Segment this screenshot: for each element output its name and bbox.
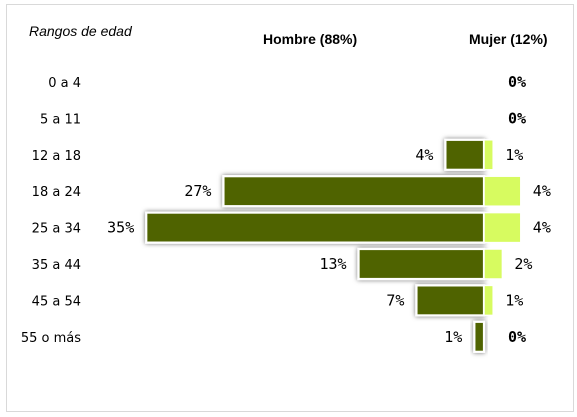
label-hombre-4: 35% [107, 219, 134, 237]
label-hombre-5: 13% [319, 255, 346, 273]
bar-mujer-4 [483, 211, 522, 244]
label-mujer-3: 4% [533, 182, 551, 200]
label-mujer-6: 1% [505, 291, 523, 309]
bar-mujer-3 [483, 175, 522, 207]
chart-frame: Rangos de edad Hombre (88%) Mujer (12%) … [6, 4, 574, 412]
category-label-7: 55 o más [21, 331, 81, 346]
label-mujer-1: 0% [508, 109, 526, 127]
label-mujer-7: 0% [508, 328, 526, 346]
label-hombre-2: 4% [415, 146, 433, 164]
category-label-6: 45 a 54 [32, 294, 81, 309]
bar-hombre-2 [444, 138, 486, 171]
bar-hombre-5 [357, 247, 486, 281]
label-mujer-5: 2% [514, 255, 532, 273]
category-label-2: 12 a 18 [32, 149, 81, 164]
label-hombre-3: 27% [184, 182, 211, 200]
label-hombre-6: 7% [386, 291, 404, 309]
bar-hombre-7 [473, 320, 486, 353]
bar-mujer-2 [483, 139, 494, 171]
label-hombre-7: 1% [444, 328, 462, 346]
label-mujer-0: 0% [508, 73, 526, 91]
category-label-3: 18 a 24 [32, 185, 81, 200]
category-label-0: 0 a 4 [48, 76, 81, 91]
category-label-5: 35 a 44 [32, 258, 81, 273]
category-label-4: 25 a 34 [32, 222, 81, 237]
bar-mujer-6 [483, 284, 494, 317]
label-mujer-4: 4% [533, 219, 551, 237]
population-pyramid-chart: Rangos de edad Hombre (88%) Mujer (12%) … [21, 23, 551, 353]
bars-group: 0 a 4 0% 5 a 11 0% 12 a 18 4% 1% 18 a 24 27% 4% 25… [21, 73, 551, 353]
axis-title: Rangos de edad [29, 23, 133, 39]
category-label-1: 5 a 11 [40, 112, 81, 127]
bar-mujer-5 [483, 248, 504, 280]
bar-hombre-6 [415, 284, 486, 317]
legend-hombre: Hombre (88%) [263, 31, 357, 47]
label-mujer-2: 1% [505, 146, 523, 164]
bar-hombre-3 [222, 175, 486, 208]
bar-hombre-4 [145, 211, 486, 244]
legend-mujer: Mujer (12%) [469, 31, 548, 47]
